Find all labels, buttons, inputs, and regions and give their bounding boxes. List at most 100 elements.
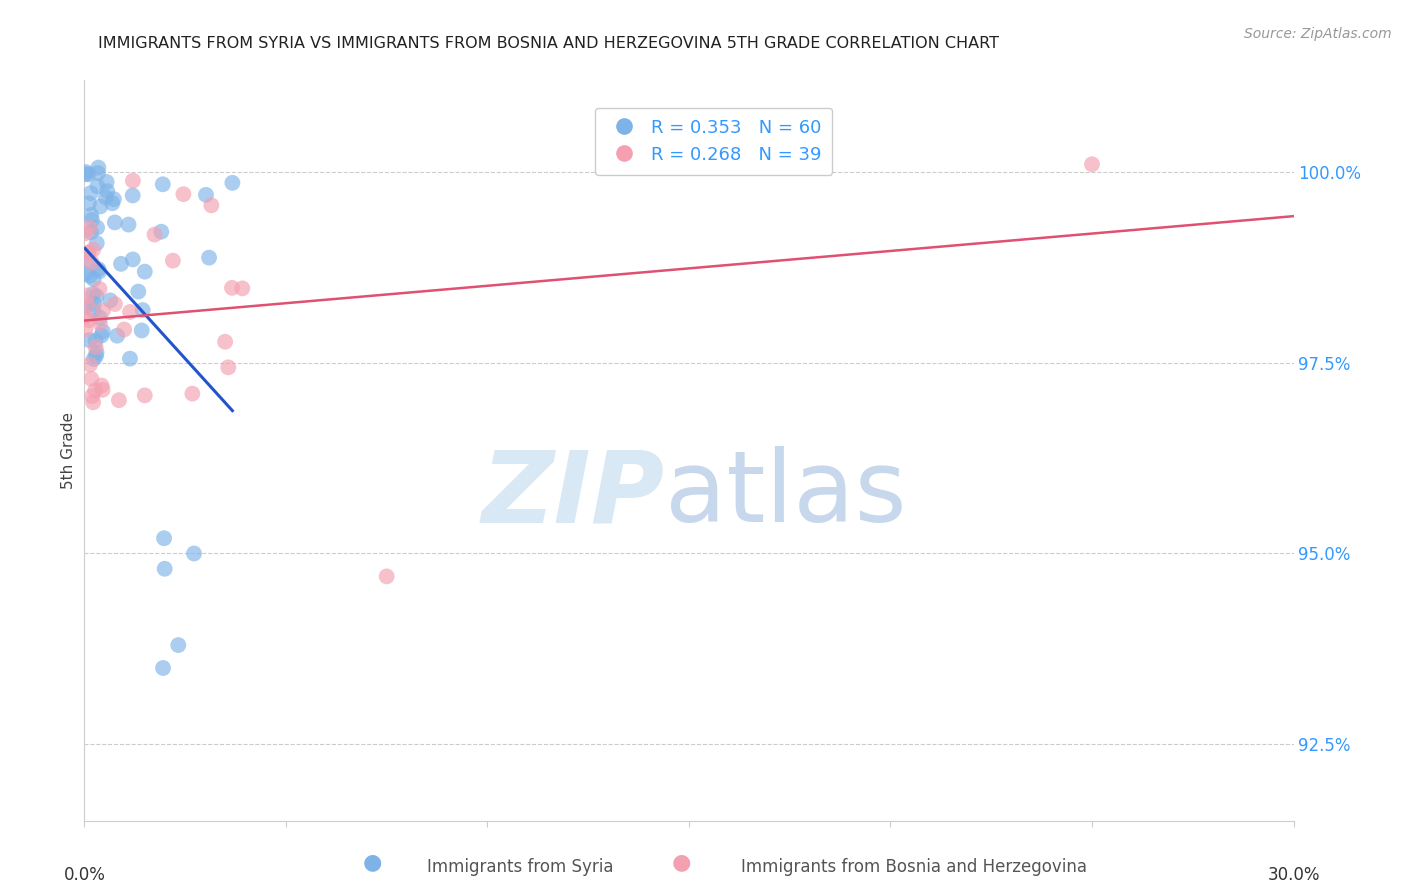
Text: Immigrants from Syria: Immigrants from Syria [427,858,613,876]
Point [82,389,104,403]
Point [82,243,104,257]
Point [76,254,98,268]
Point [1081,157,1104,171]
Point [217,360,239,375]
Point [83,296,105,310]
Point [127,285,149,299]
Point [82,287,104,301]
Point [80,255,103,269]
Point [195,187,218,202]
Point [198,251,221,265]
Point [82,395,104,409]
Point [221,281,243,295]
Point [134,265,156,279]
Point [76,288,98,302]
Point [90,328,112,343]
Point [91,383,114,397]
Text: 30.0%: 30.0% [1267,866,1320,885]
Point [152,661,174,675]
Point [79,186,101,201]
Point [89,264,111,278]
Point [79,221,101,235]
Point [86,220,108,235]
Point [83,303,105,318]
Point [79,268,101,283]
Point [104,215,127,229]
Point [162,253,184,268]
Point [101,196,124,211]
Point [87,262,110,277]
Point [75,300,97,314]
Text: ●: ● [672,853,692,872]
Point [86,236,108,251]
Point [80,208,103,222]
Point [75,167,97,181]
Point [83,272,105,286]
Text: ●: ● [363,853,382,872]
Point [77,245,100,260]
Legend: R = 0.353   N = 60, R = 0.268   N = 39: R = 0.353 N = 60, R = 0.268 N = 39 [595,108,832,175]
Point [200,198,222,212]
Point [75,322,97,336]
Point [143,227,166,242]
Point [375,569,398,583]
Point [105,328,128,343]
Point [77,313,100,327]
Point [89,310,111,325]
Point [84,334,107,348]
Point [231,281,253,295]
Point [83,351,105,366]
Point [152,178,174,192]
Point [80,225,103,239]
Point [172,187,194,202]
Point [122,174,145,188]
Point [132,303,155,318]
Point [112,322,135,336]
Point [118,351,141,366]
Point [103,192,125,206]
Point [90,378,112,392]
Point [118,305,141,319]
Point [108,393,131,408]
Point [94,190,117,204]
Y-axis label: 5th Grade: 5th Grade [60,412,76,489]
Point [79,358,101,372]
Point [91,325,114,339]
Point [153,562,176,576]
Point [77,196,100,211]
Text: 0.0%: 0.0% [63,866,105,885]
Text: Immigrants from Bosnia and Herzegovina: Immigrants from Bosnia and Herzegovina [741,858,1087,876]
Point [89,199,111,213]
Point [121,252,143,267]
Point [104,297,127,311]
Point [80,372,103,386]
Point [86,345,108,359]
Point [84,349,107,363]
Point [77,245,100,260]
Point [110,257,132,271]
Point [214,334,236,349]
Text: Source: ZipAtlas.com: Source: ZipAtlas.com [1244,27,1392,41]
Text: IMMIGRANTS FROM SYRIA VS IMMIGRANTS FROM BOSNIA AND HERZEGOVINA 5TH GRADE CORREL: IMMIGRANTS FROM SYRIA VS IMMIGRANTS FROM… [98,36,1000,51]
Point [134,388,156,402]
Point [91,303,114,318]
Point [98,293,121,308]
Point [77,167,100,181]
Point [89,316,111,330]
Point [181,386,204,401]
Point [77,333,100,347]
Point [221,176,243,190]
Point [86,179,108,194]
Point [117,218,139,232]
Text: ZIP: ZIP [482,446,665,543]
Point [80,213,103,227]
Point [167,638,190,652]
Point [183,547,205,561]
Point [153,531,176,545]
Point [89,282,111,296]
Point [96,175,118,189]
Point [86,289,108,303]
Point [150,225,173,239]
Point [75,310,97,324]
Text: atlas: atlas [665,446,907,543]
